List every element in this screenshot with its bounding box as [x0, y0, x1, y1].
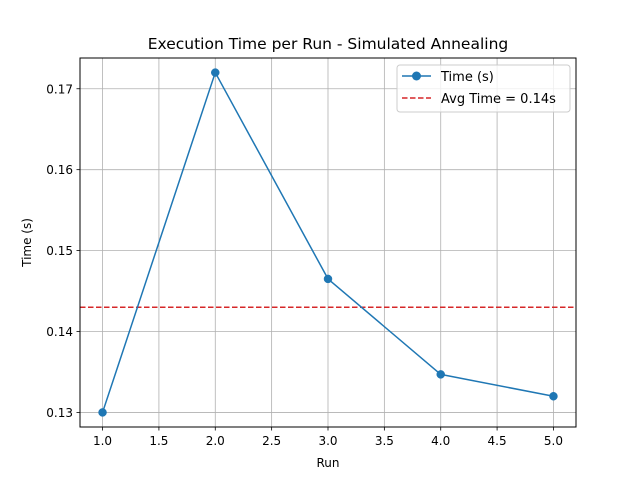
x-tick-label: 5.0	[544, 434, 563, 448]
data-point	[436, 370, 445, 379]
data-point	[549, 392, 558, 401]
data-series	[98, 68, 558, 417]
y-axis-ticks: 0.13 0.14 0.15 0.16 0.17	[46, 82, 80, 420]
legend-series-label: Time (s)	[440, 70, 494, 85]
legend: Time (s) Avg Time = 0.14s	[396, 64, 571, 113]
x-tick-label: 2.5	[262, 434, 281, 448]
data-point	[211, 68, 220, 77]
chart-title: Execution Time per Run - Simulated Annea…	[148, 35, 509, 53]
x-tick-label: 4.0	[431, 434, 450, 448]
legend-series-marker	[412, 71, 421, 81]
legend-avg-label: Avg Time = 0.14s	[441, 92, 556, 107]
y-tick-label: 0.14	[46, 325, 73, 339]
grid-lines	[80, 58, 576, 427]
x-axis-label: Run	[316, 456, 339, 470]
data-point	[98, 408, 107, 417]
x-tick-label: 3.5	[375, 434, 394, 448]
y-tick-label: 0.17	[46, 82, 73, 96]
legend-box	[396, 64, 571, 113]
y-tick-label: 0.16	[46, 163, 73, 177]
y-axis-label: Time (s)	[20, 218, 34, 268]
x-axis-ticks: 1.0 1.5 2.0 2.5 3.0 3.5 4.0 4.5 5.0	[93, 427, 563, 448]
y-tick-label: 0.15	[46, 244, 73, 258]
x-tick-label: 3.0	[318, 434, 337, 448]
x-tick-label: 2.0	[206, 434, 225, 448]
x-tick-label: 4.5	[488, 434, 507, 448]
y-tick-label: 0.13	[46, 406, 73, 420]
data-point	[323, 274, 333, 284]
x-tick-label: 1.5	[149, 434, 168, 448]
x-tick-label: 1.0	[93, 434, 112, 448]
